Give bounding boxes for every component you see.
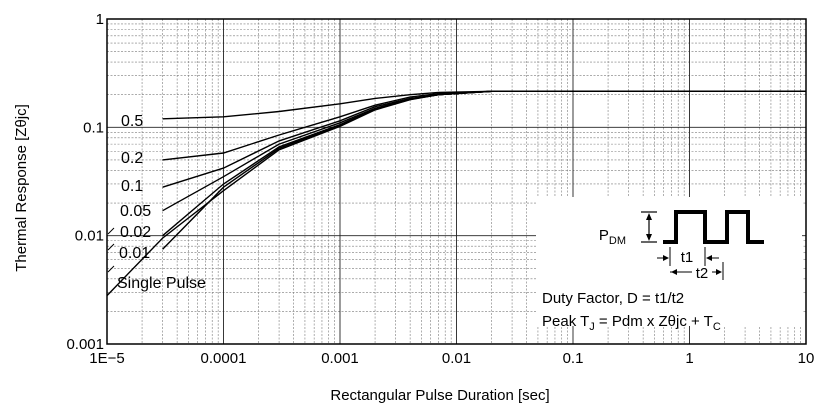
inset-box: [536, 197, 802, 326]
curve-leader: [107, 243, 115, 251]
duty-factor-text: Duty Factor, D = t1/t2: [542, 290, 684, 307]
t1-label: t1: [681, 249, 694, 266]
y-tick-label: 0.1: [83, 119, 104, 136]
x-tick-label: 0.0001: [201, 350, 247, 367]
curve-0.5: [162, 90, 806, 120]
peak-temperature-text: Peak TJ = Pdm x Zθjc + TC: [542, 313, 721, 333]
x-tick-label: 0.001: [321, 350, 359, 367]
curve-label: 0.02: [120, 224, 151, 241]
curve-0.1: [162, 90, 806, 188]
y-axis-label: Thermal Response [Zθjc]: [13, 104, 30, 272]
curve-leader: [107, 265, 115, 273]
pulse-train: [663, 210, 764, 244]
pdm-label: PDM: [599, 227, 626, 247]
curve-label: 0.05: [120, 203, 151, 220]
response-curves: [106, 90, 806, 297]
x-tick-label: 10: [798, 350, 815, 367]
y-tick-label: 0.001: [66, 336, 104, 353]
t2-arrow-right: [716, 269, 722, 275]
curve-label: 0.1: [121, 178, 143, 195]
curve-single-pulse: [106, 90, 806, 297]
plot-frame: [106, 18, 807, 345]
t1-arrow-right: [663, 255, 669, 261]
pdm-arrow-head-up: [646, 213, 652, 220]
x-axis-label: Rectangular Pulse Duration [sec]: [330, 387, 549, 404]
x-tick-label: 1: [685, 350, 693, 367]
inset-annotation: PDM t1 t2 Duty Factor, D = t1/t2 Peak TJ…: [536, 197, 802, 333]
curve-label: 0.2: [121, 150, 143, 167]
x-tick-label: 0.1: [563, 350, 584, 367]
curve-label: 0.5: [121, 113, 143, 130]
pdm-arrow-head-down: [646, 234, 652, 241]
x-tick-label: 1E−5: [89, 350, 124, 367]
x-tick-labels: 1E−5 0.0001 0.001 0.01 0.1 1 10: [89, 350, 814, 367]
curve-labels: 0.5 0.2 0.1 0.05 0.02 0.01 Single Pulse: [107, 113, 206, 292]
y-tick-label: 0.01: [75, 228, 104, 245]
t2-arrow-left: [671, 269, 677, 275]
curve-label: 0.01: [119, 245, 150, 262]
y-tick-label: 1: [96, 11, 104, 28]
t1-arrow-left: [706, 255, 712, 261]
x-tick-label: 0.01: [442, 350, 471, 367]
y-tick-labels: 0.001 0.01 0.1 1: [66, 11, 104, 353]
t2-label: t2: [696, 265, 709, 282]
curve-label: Single Pulse: [117, 275, 206, 292]
curve-0.2: [162, 90, 806, 161]
curve-leader: [107, 227, 115, 235]
